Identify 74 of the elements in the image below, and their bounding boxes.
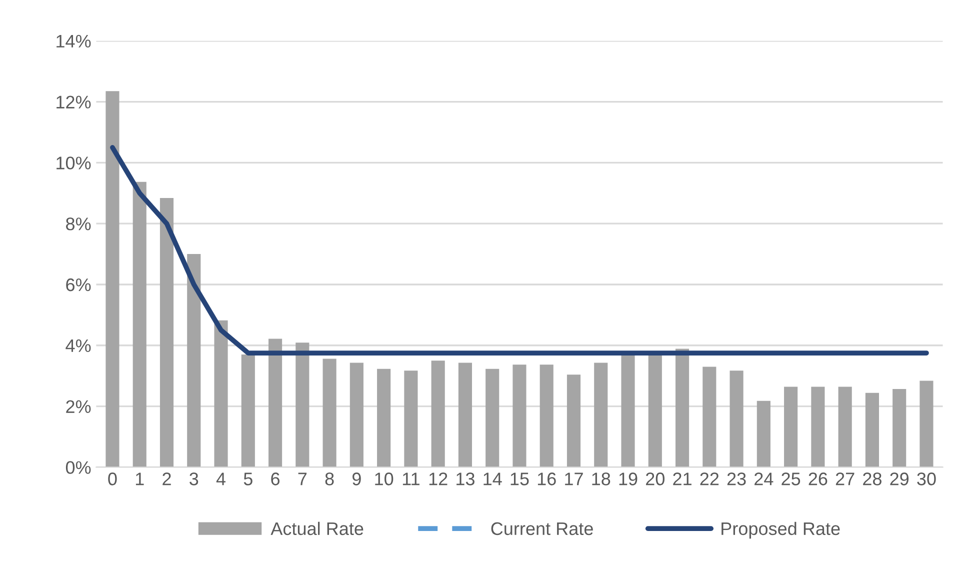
bar [540,364,554,468]
bar [756,400,770,468]
bar [486,368,500,468]
bar [187,254,201,468]
y-tick-label: 0% [66,461,91,474]
line-series [110,145,929,356]
bar [296,342,310,468]
x-tick-label: 3 [190,472,198,486]
x-tick-label: 1 [136,472,144,486]
bar [132,182,146,468]
x-tick-label: 10 [375,472,394,486]
x-tick-label: 16 [538,472,556,486]
x-tick-label: 9 [352,472,361,486]
bar [377,368,391,468]
legend-label: Proposed Rate [722,522,840,539]
x-tick-label: 25 [782,472,800,486]
bar [648,354,662,468]
x-tick-label: 24 [754,472,774,486]
legend-label: Actual Rate [270,522,364,536]
x-tick-label: 4 [216,472,226,486]
y-tick-label: 14% [56,34,91,48]
x-tick-label: 21 [673,472,692,486]
x-tick-label: 28 [863,472,882,486]
x-tick-label: 23 [727,472,746,486]
y-tick-label: 2% [66,400,91,413]
y-tick-label: 10% [56,156,91,170]
bar [160,198,174,468]
x-tick-label: 17 [565,472,583,486]
x-tick-label: 29 [890,472,909,486]
x-tick-label: 6 [271,472,280,486]
x-tick-label: 14 [484,472,502,486]
bar [892,388,906,468]
x-tick-label: 18 [592,472,610,486]
x-tick-label: 12 [429,472,448,486]
bar [675,348,690,468]
y-tick-label: 8% [66,218,91,230]
x-tick-label: 8 [325,472,334,486]
x-tick-label: 0 [108,472,117,486]
x-tick-label: 27 [836,472,854,486]
bar [920,380,934,468]
x-tick-label: 22 [700,472,719,486]
bar [404,370,418,468]
bar [838,386,852,468]
x-tick-label: 30 [917,472,936,486]
x-tick-label: 26 [808,472,828,486]
y-tick-label: 6% [66,278,91,292]
bar [621,354,635,468]
bar [458,362,472,468]
bar [811,386,825,468]
x-tick-label: 13 [456,472,474,486]
bar [268,338,282,468]
y-tick-label: 4% [66,339,91,352]
legend-label: Current Rate [491,522,593,536]
bar [784,386,798,468]
x-tick-label: 11 [402,472,420,486]
bar [106,91,120,468]
x-tick-label: 19 [619,472,638,486]
bar [702,366,716,468]
bar [594,362,608,468]
x-tick-label: 15 [510,472,529,486]
bar [350,362,364,468]
bar [322,358,336,468]
bar [566,374,581,468]
bar [730,370,744,468]
bar [241,354,255,468]
x-tick-label: 2 [162,472,171,486]
bar [431,360,445,468]
x-tick-label: 20 [646,472,664,486]
y-tick-label: 12% [56,96,91,108]
x-tick-label: 5 [244,472,252,486]
x-tick-label: 7 [298,472,307,486]
bar [865,392,879,468]
bar [214,320,228,468]
bar [512,364,526,468]
